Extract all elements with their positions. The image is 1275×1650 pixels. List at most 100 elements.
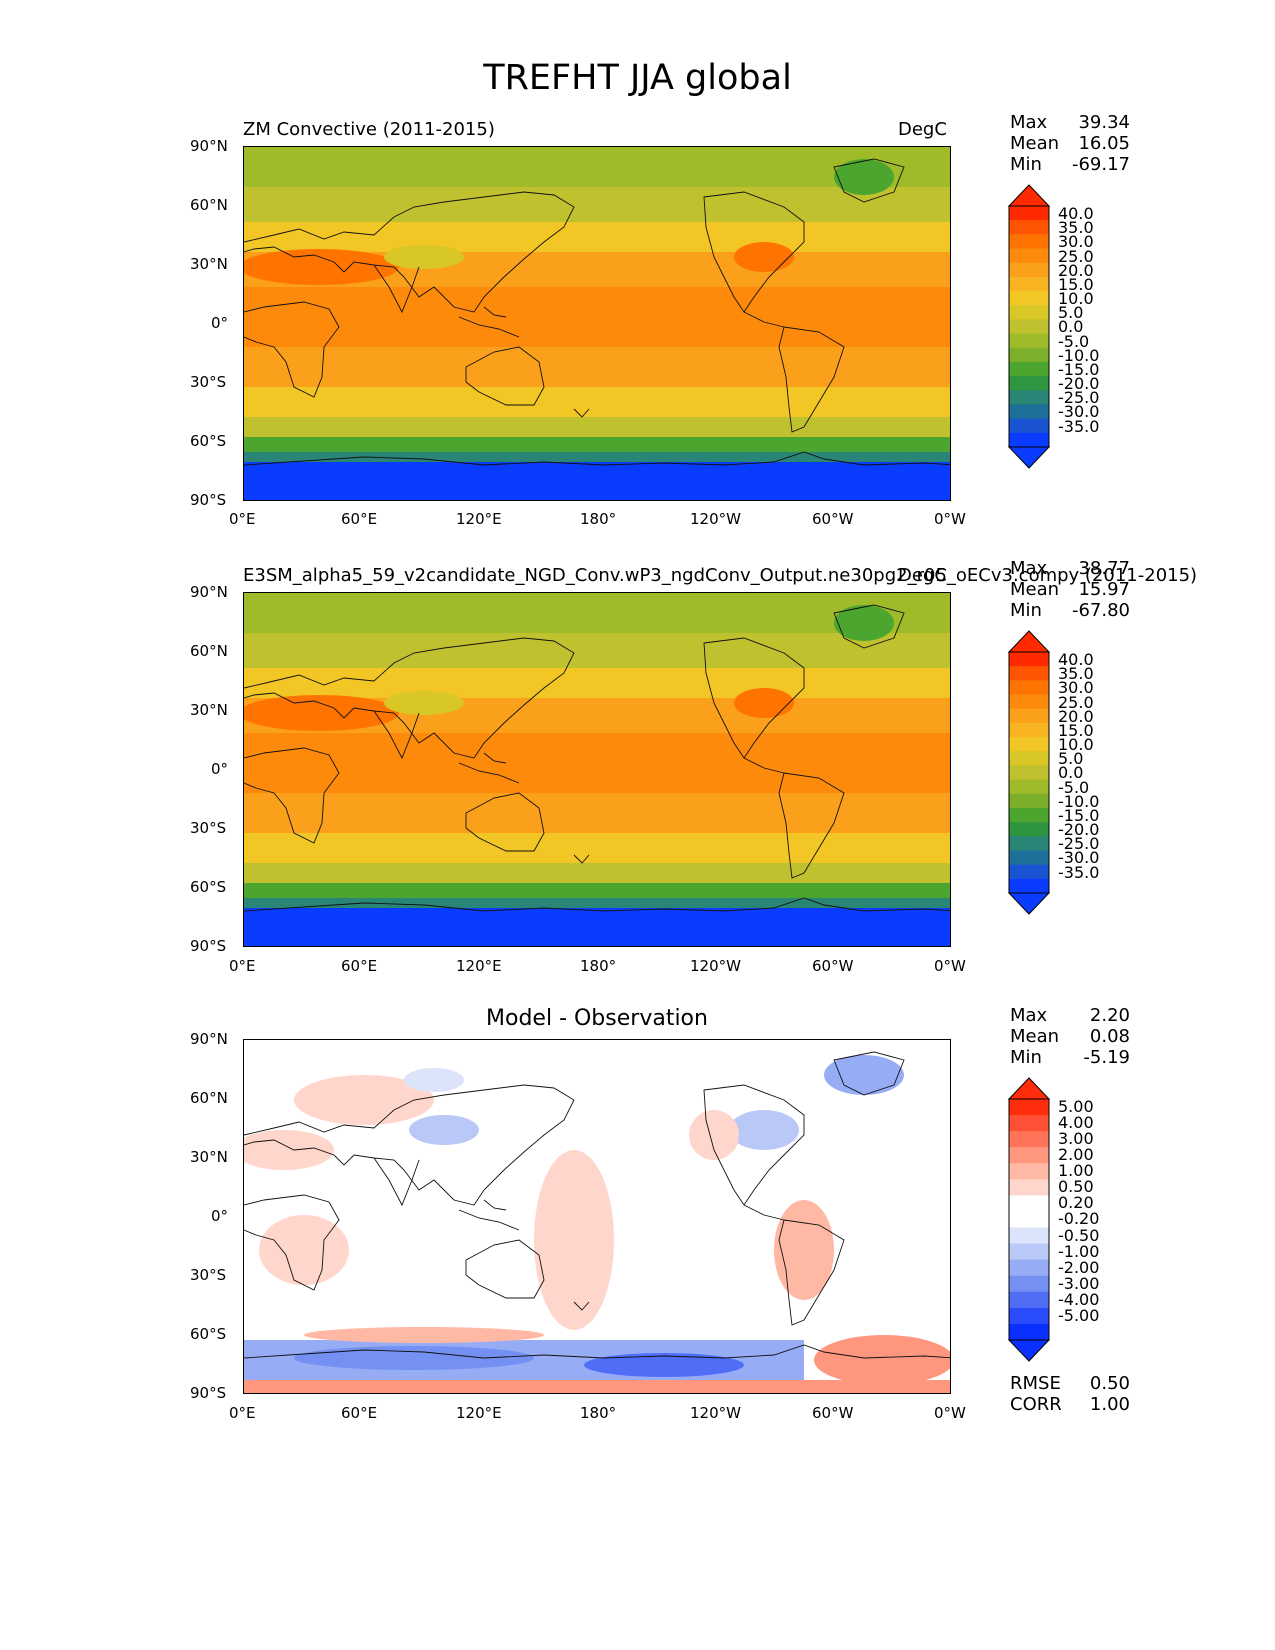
stat-value: 16.05 (1078, 133, 1130, 154)
corr-label: CORR (1010, 1394, 1062, 1415)
lon-label: 120°W (690, 1404, 741, 1422)
lat-label: 30°N (190, 1148, 228, 1166)
colorbar-swatch (1009, 737, 1049, 752)
lat-label: 60°S (190, 878, 227, 896)
lon-label: 120°W (690, 510, 741, 528)
colorbar-swatch (1009, 404, 1049, 420)
colorbar-tick-label: -35.0 (1058, 862, 1100, 882)
colorbar-swatch (1009, 347, 1049, 363)
colorbar-tick-label: 3.00 (1058, 1129, 1094, 1149)
panel2-title: E3SM_alpha5_59_v2candidate_NGD_Conv.wP3_… (243, 565, 1198, 586)
lon-label: 0°E (229, 1404, 256, 1422)
colorbar-swatch (1009, 779, 1049, 795)
colorbar-tick-label: -2.00 (1058, 1257, 1100, 1277)
colorbar-tick-label: 0.0 (1058, 763, 1084, 783)
colorbar-swatch (1009, 1131, 1049, 1148)
lon-label: 180° (580, 510, 617, 528)
colorbar-swatch (1009, 1163, 1049, 1180)
colorbar-tick-label: 1.00 (1058, 1161, 1094, 1181)
lon-label: 180° (580, 957, 617, 975)
panel1-units: DegC (898, 119, 947, 140)
colorbar-tick-label: 0.0 (1058, 317, 1084, 337)
colorbar-swatch (1009, 1275, 1049, 1293)
lon-label: 60°W (812, 1404, 854, 1422)
colorbar-swatch (1009, 319, 1049, 335)
colorbar-swatch (1009, 333, 1049, 349)
colorbar-swatch (1009, 1227, 1049, 1245)
colorbar-under-arrow (1007, 446, 1051, 469)
colorbar-tick-label: 0.20 (1058, 1193, 1094, 1213)
colorbar-tick-label: 30.0 (1058, 232, 1094, 252)
stat-value: -67.80 (1071, 600, 1130, 621)
colorbar-tick-label: -0.20 (1058, 1209, 1100, 1229)
colorbar-tick-label: -30.0 (1058, 848, 1100, 868)
lat-label: 60°N (190, 196, 228, 214)
lon-label: 180° (580, 1404, 617, 1422)
colorbar-swatch (1009, 390, 1049, 405)
lat-label: 90°N (190, 583, 228, 601)
lon-label: 120°W (690, 957, 741, 975)
colorbar-swatch (1009, 652, 1049, 667)
stat-label: Min (1010, 600, 1042, 621)
colorbar-swatch (1009, 878, 1049, 894)
lon-label: 120°E (456, 1404, 502, 1422)
colorbar-tick-label: -20.0 (1058, 374, 1100, 394)
stat-value: 0.08 (1089, 1026, 1130, 1047)
panel1-colorbar (1007, 184, 1051, 469)
colorbar-swatch (1009, 305, 1049, 320)
colorbar-swatch (1009, 1259, 1049, 1277)
panel2-map (243, 592, 951, 947)
colorbar-over-arrow (1007, 630, 1051, 653)
lat-label: 60°N (190, 642, 228, 660)
colorbar-swatch (1009, 234, 1049, 250)
colorbar-swatch (1009, 864, 1049, 880)
panel1-title: ZM Convective (2011-2015) (243, 119, 495, 140)
colorbar-swatch (1009, 1307, 1049, 1325)
panel3-colorbar (1007, 1077, 1051, 1362)
colorbar-tick-label: -25.0 (1058, 834, 1100, 854)
lat-label: 90°N (190, 1030, 228, 1048)
rmse-label: RMSE (1010, 1373, 1061, 1394)
colorbar-tick-label: 35.0 (1058, 218, 1094, 238)
panel3-map (243, 1039, 951, 1394)
lon-label: 120°E (456, 510, 502, 528)
colorbar-swatch (1009, 248, 1049, 264)
colorbar-swatch (1009, 1291, 1049, 1309)
colorbar-tick-label: 10.0 (1058, 735, 1094, 755)
colorbar-swatch (1009, 206, 1049, 221)
colorbar-tick-label: 40.0 (1058, 650, 1094, 669)
lat-label: 30°S (190, 1266, 227, 1284)
colorbar-tick-label: 5.0 (1058, 303, 1084, 323)
lat-label: 90°S (190, 1384, 227, 1402)
colorbar-swatch (1009, 262, 1049, 278)
colorbar-swatch (1009, 376, 1049, 391)
colorbar-tick-label: 25.0 (1058, 692, 1094, 712)
lon-label: 0°E (229, 510, 256, 528)
lat-label: 60°S (190, 432, 227, 450)
colorbar-under-arrow (1007, 1339, 1051, 1362)
colorbar-swatch (1009, 1323, 1049, 1341)
colorbar-swatch (1009, 432, 1049, 448)
colorbar-tick-label: 20.0 (1058, 706, 1094, 726)
colorbar-outline (1008, 205, 1050, 448)
colorbar-swatch (1009, 793, 1049, 809)
stat-label: Mean (1010, 579, 1060, 600)
colorbar-tick-label: 20.0 (1058, 260, 1094, 280)
colorbar-outline (1008, 1098, 1050, 1341)
colorbar-tick-label: 5.0 (1058, 749, 1084, 769)
colorbar-tick-label: -5.00 (1058, 1305, 1100, 1325)
colorbar-swatch (1009, 836, 1049, 851)
stat-label: Max (1010, 558, 1048, 579)
stat-value: 39.34 (1078, 112, 1130, 133)
stat-label: Min (1010, 154, 1042, 175)
colorbar-swatch (1009, 276, 1049, 292)
colorbar-tick-label: 10.0 (1058, 289, 1094, 309)
colorbar-tick-label: -3.00 (1058, 1273, 1100, 1293)
lon-label: 120°E (456, 957, 502, 975)
lat-label: 0° (211, 1207, 229, 1225)
lon-label: 0°E (229, 957, 256, 975)
colorbar-tick-label: -15.0 (1058, 805, 1100, 825)
colorbar-tick-label: -25.0 (1058, 388, 1100, 408)
stat-label: Mean (1010, 133, 1060, 154)
lat-label: 90°S (190, 937, 227, 955)
